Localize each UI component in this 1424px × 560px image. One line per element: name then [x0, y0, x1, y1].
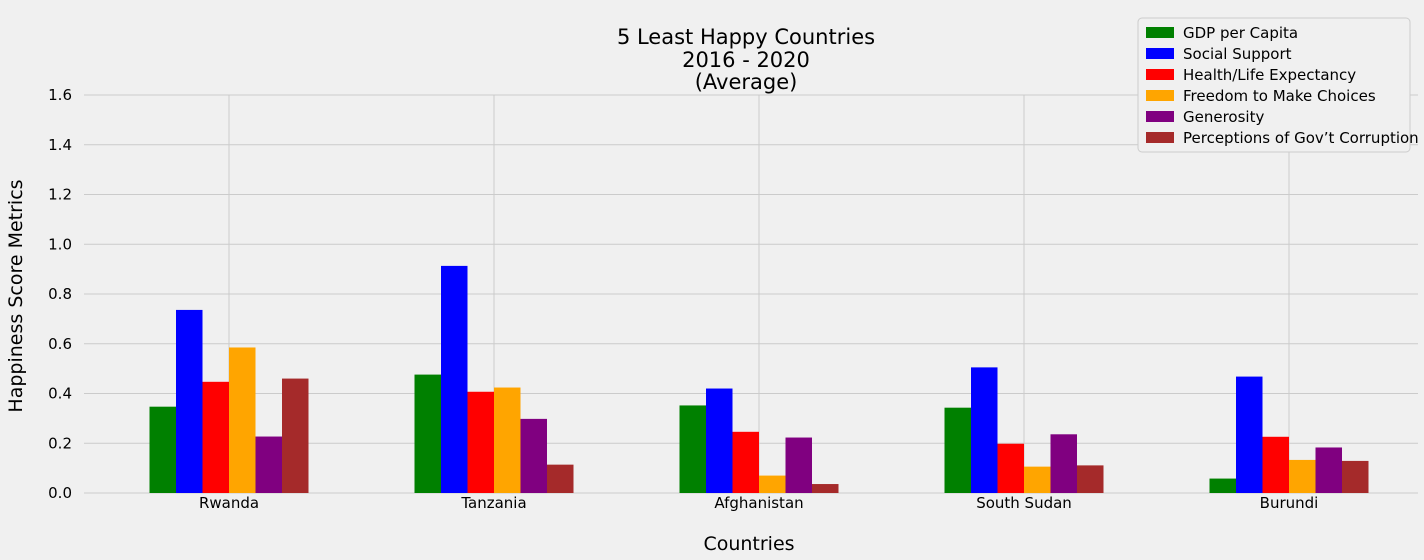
bar — [202, 381, 229, 493]
bar — [732, 431, 759, 493]
legend-entry: Generosity — [1183, 108, 1264, 126]
x-tick-label: Rwanda — [199, 494, 259, 512]
chart-title: 5 Least Happy Countries 2016 - 2020 (Ave… — [617, 25, 875, 94]
bar — [1315, 447, 1342, 493]
legend-swatch — [1146, 27, 1174, 38]
y-tick-label: 1.2 — [48, 186, 72, 204]
y-tick-label: 1.6 — [48, 86, 72, 104]
y-axis-ticks: 0.0 0.2 0.4 0.6 0.8 1.0 1.2 1.4 1.6 — [48, 86, 72, 502]
bars — [149, 265, 1369, 493]
bar — [467, 391, 494, 493]
x-axis-ticks: Rwanda Tanzania Afghanistan South Sudan Buru… — [199, 494, 1318, 512]
bar — [1050, 434, 1077, 493]
x-tick-label: Afghanistan — [714, 494, 803, 512]
y-tick-label: 1.0 — [48, 235, 72, 253]
legend-swatch — [1146, 111, 1174, 122]
bar — [282, 378, 309, 493]
bar — [785, 437, 812, 493]
bar — [1342, 460, 1369, 493]
y-tick-label: 0.8 — [48, 285, 72, 303]
legend-entry: Health/Life Expectancy — [1183, 66, 1356, 84]
bar — [255, 436, 282, 493]
bar — [1077, 465, 1104, 493]
chart-title-line-1: 5 Least Happy Countries — [617, 25, 875, 49]
bar — [1236, 376, 1263, 493]
bar — [547, 464, 574, 493]
bar — [520, 418, 547, 493]
x-tick-label: South Sudan — [976, 494, 1072, 512]
x-tick-label: Burundi — [1260, 494, 1319, 512]
legend-entry: GDP per Capita — [1183, 24, 1298, 42]
y-tick-label: 1.4 — [48, 136, 72, 154]
bar — [944, 407, 971, 493]
bar — [149, 406, 176, 493]
x-tick-label: Tanzania — [460, 494, 526, 512]
bar — [706, 388, 733, 493]
y-axis-label: Happiness Score Metrics — [5, 179, 27, 412]
y-tick-label: 0.2 — [48, 434, 72, 452]
legend-swatch — [1146, 48, 1174, 59]
y-tick-label: 0.4 — [48, 385, 72, 403]
bar — [812, 484, 839, 493]
bar — [997, 443, 1024, 493]
bar — [441, 265, 468, 493]
bar — [414, 374, 441, 493]
legend-box — [1137, 17, 1411, 153]
x-axis-label: Countries — [703, 533, 794, 555]
bar — [176, 309, 203, 493]
legend-entry: Social Support — [1183, 45, 1292, 63]
legend: GDP per Capita Social Support Health/Life … — [1137, 17, 1419, 153]
chart-title-line-2: 2016 - 2020 — [682, 48, 810, 72]
bar — [679, 405, 706, 493]
bar — [971, 367, 998, 493]
legend-entry: Perceptions of Gov’t Corruption — [1183, 129, 1419, 147]
bar — [1024, 466, 1051, 493]
legend-swatch — [1146, 69, 1174, 80]
bar — [1262, 436, 1289, 493]
bar — [759, 475, 786, 493]
bar — [1209, 478, 1236, 493]
y-tick-label: 0.0 — [48, 484, 72, 502]
bar — [229, 347, 256, 493]
legend-swatch — [1146, 132, 1174, 143]
legend-swatch — [1146, 90, 1174, 101]
bar — [494, 387, 521, 493]
legend-entry: Freedom to Make Choices — [1183, 87, 1376, 105]
chart-title-line-3: (Average) — [695, 70, 798, 94]
bar — [1289, 459, 1316, 493]
y-tick-label: 0.6 — [48, 335, 72, 353]
